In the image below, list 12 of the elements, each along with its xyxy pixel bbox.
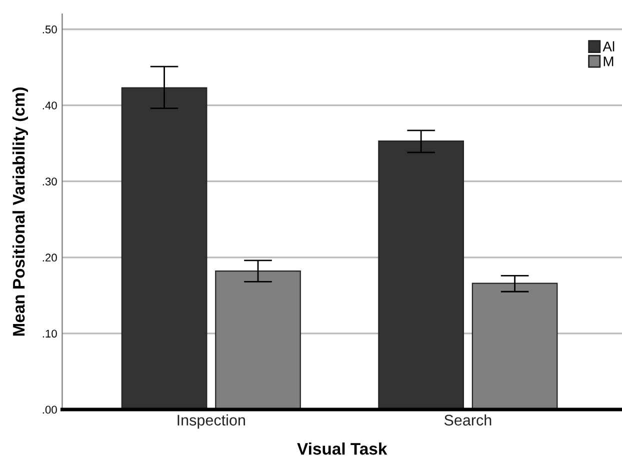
legend-label: Al [602,41,614,52]
y-tick-label: .00 [42,406,57,414]
legend-label: M [604,56,614,66]
y-tick-label: .10 [42,330,57,338]
y-tick-label: .40 [42,102,57,110]
y-tick-label: .50 [42,26,57,34]
x-tick-label: Search [444,414,492,426]
y-tick-label: .20 [42,254,57,262]
y-tick-label: .30 [42,178,57,186]
y-axis-title: Mean Positional Variability (cm) [12,88,28,336]
x-tick-label: Inspection [178,414,245,429]
x-axis-title: Visual Task [297,442,388,455]
